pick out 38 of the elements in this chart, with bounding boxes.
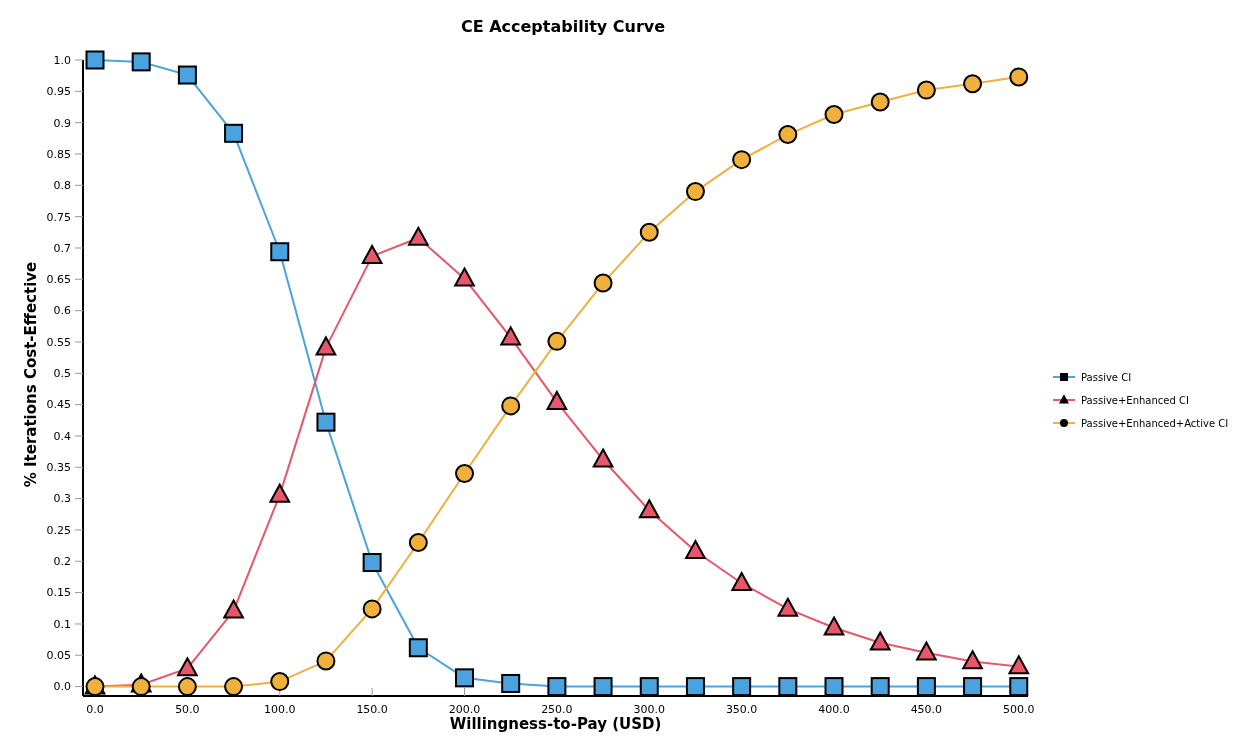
chart-title: CE Acceptability Curve: [460, 17, 666, 36]
x-tick-label: 100.0: [264, 703, 296, 716]
y-tick-label: 0.75: [46, 210, 71, 224]
y-tick-label: 0.95: [46, 85, 71, 99]
x-tick-label: 200.0: [448, 703, 481, 716]
y-tick-label: 0.7: [53, 241, 71, 255]
x-tick-label: 400.0: [818, 703, 850, 716]
y-tick-label: 1.0: [53, 53, 71, 67]
x-tick-label: 0.0: [86, 703, 104, 716]
legend-label: Passive+Enhanced+Active CI: [1081, 417, 1229, 429]
y-tick-label: 0.2: [53, 555, 71, 569]
y-tick-label: 0.85: [46, 147, 71, 161]
y-tick-label: 0.3: [53, 492, 71, 506]
y-tick-label: 0.25: [46, 523, 71, 537]
x-tick-label: 300.0: [633, 703, 666, 716]
y-tick-label: 0.15: [46, 586, 71, 600]
y-tick-label: 0.6: [53, 304, 71, 318]
y-tick-label: 0.8: [53, 179, 71, 193]
y-tick-label: 0.0: [53, 680, 71, 694]
x-tick-label: 250.0: [541, 703, 573, 716]
legend-label: Passive CI: [1081, 371, 1132, 383]
y-tick-label: 0.05: [46, 649, 71, 663]
y-tick-label: 0.9: [53, 116, 71, 130]
y-tick-label: 0.4: [53, 429, 71, 443]
y-tick-label: 0.5: [53, 367, 71, 381]
y-tick-label: 0.65: [46, 273, 71, 287]
y-tick-label: 0.35: [46, 461, 71, 475]
y-tick-label: 0.1: [53, 617, 71, 631]
x-tick-label: 500.0: [1003, 703, 1035, 716]
y-tick-label: 0.55: [46, 335, 71, 349]
legend-label: Passive+Enhanced CI: [1081, 394, 1189, 406]
x-tick-label: 50.0: [175, 703, 200, 716]
x-tick-label: 450.0: [910, 703, 943, 716]
y-tick-label: 0.45: [46, 398, 71, 412]
x-tick-label: 350.0: [725, 703, 758, 716]
x-axis-title: Willingness-to-Pay (USD): [449, 715, 662, 733]
x-tick-label: 150.0: [356, 703, 388, 716]
y-axis-title: % Iterations Cost-Effective: [22, 261, 40, 488]
